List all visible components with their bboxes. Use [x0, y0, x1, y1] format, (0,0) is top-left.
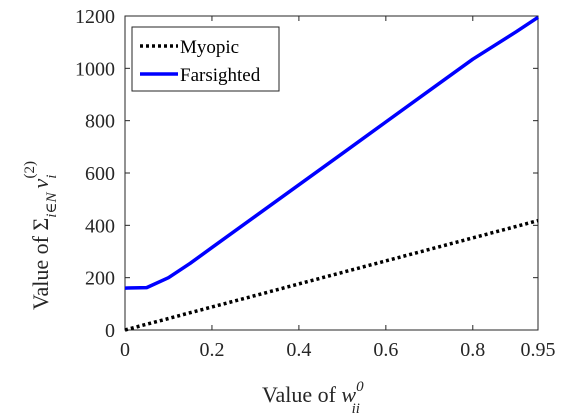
y-axis-label-prefix: Value of — [28, 231, 53, 310]
y-axis-label-subscript: i∈N — [44, 191, 60, 217]
x-axis-label-prefix: Value of — [262, 382, 341, 407]
y-tick-label: 600 — [85, 163, 115, 185]
y-tick-label: 1200 — [75, 6, 115, 28]
legend-label-myopic: Myopic — [180, 37, 239, 58]
y-axis-label-var-sup: (2) — [22, 161, 38, 179]
x-axis-label-superscript: 0 — [356, 379, 364, 395]
x-tick-label: 0.2 — [199, 339, 224, 361]
x-tick-label: 0.95 — [521, 339, 556, 361]
x-axis-label-subscript: ii — [352, 401, 360, 417]
y-axis-label-symbol: Σ — [28, 218, 53, 231]
legend-label-farsighted: Farsighted — [180, 65, 261, 86]
y-tick-label: 200 — [85, 268, 115, 290]
legend: Myopic Farsighted — [132, 27, 279, 91]
y-tick-label: 0 — [105, 320, 115, 342]
y-tick-label: 800 — [85, 111, 115, 133]
x-tick-label: 0.4 — [286, 339, 311, 361]
y-axis-label-var-sub: i — [44, 175, 60, 179]
y-axis-label: Value of Σi∈N vi (2) — [22, 161, 60, 310]
y-tick-label: 400 — [85, 215, 115, 237]
y-tick-label: 1000 — [75, 58, 115, 80]
x-tick-label: 0.6 — [373, 339, 398, 361]
x-tick-label: 0.8 — [460, 339, 485, 361]
x-tick-label: 0 — [120, 339, 130, 361]
series-line-myopic — [125, 221, 538, 330]
y-axis-label-var: v — [28, 178, 53, 188]
x-axis-label: Value of w0 ii — [262, 379, 364, 417]
